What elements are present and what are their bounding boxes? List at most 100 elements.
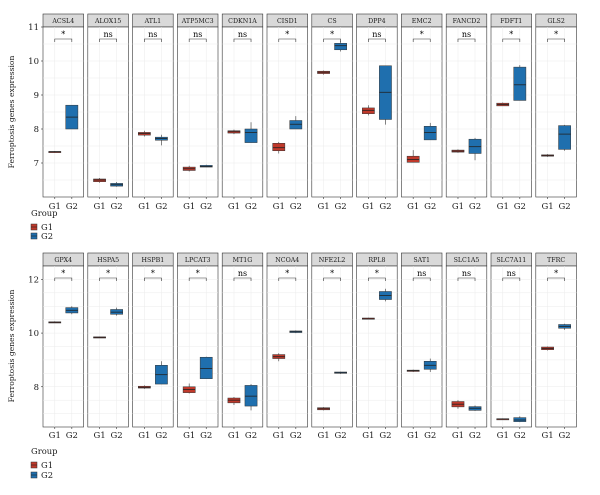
x-tick-label: G2 [335,202,347,212]
significance-bracket [368,277,386,281]
panel-alox15: ALOX15 ns G1 G2 [87,13,129,212]
panel-dpp4: DPP4 ns G1 G2 [356,13,398,212]
box-g2 [244,128,258,143]
strip-label: RPL8 [368,257,385,264]
x-tick-label: G2 [469,431,481,441]
x-tick-label: G1 [93,202,105,212]
panel-hspa5: HSPA5 * G1 G2 [87,252,129,441]
significance-label: * [375,269,379,278]
significance-bracket [412,277,431,281]
significance-bracket [278,38,297,42]
x-tick-label: G2 [155,202,167,212]
y-tick-label: 10 [28,57,39,67]
significance-label: ns [148,30,157,39]
legend-label-g2: G2 [41,470,53,480]
box-g2 [513,417,527,422]
strip-label: MT1G [233,257,253,264]
strip-label: LPCAT3 [185,257,211,264]
panel-ncoa4: NCOA4 * G1 G2 [266,252,308,441]
x-tick-label: G2 [66,431,78,441]
panel-slc1a5: SLC1A5 ns G1 G2 [445,252,488,441]
x-tick-label: G2 [111,431,123,441]
legend-title: Group [31,208,58,218]
significance-bracket [502,277,521,281]
significance-bracket [188,38,207,42]
significance-bracket [99,277,117,281]
x-tick-label: G1 [228,431,240,441]
y-tick-label: 7 [34,159,39,169]
panel-slc7a11: SLC7A11 ns G1 G2 [490,252,532,441]
strip-label: HSPA5 [97,257,119,264]
box-g2 [244,385,258,407]
x-tick-label: G2 [559,431,571,441]
significance-label: * [61,269,65,278]
y-tick-label: 11 [28,23,39,33]
panel-fdft1: FDFT1 * G1 G2 [490,13,532,212]
significance-label: ns [372,30,381,39]
strip-label: NCOA4 [275,257,299,264]
significance-label: * [196,269,200,278]
strip-label: TFRC [547,257,565,264]
y-axis-title: Ferroptosis genes expression [7,55,16,168]
x-tick-label: G2 [66,202,78,212]
panel-rpl8: RPL8 * G1 G2 [356,252,398,441]
x-tick-label: G1 [497,202,509,212]
strip-label: SAT1 [413,257,430,264]
x-tick-label: G1 [452,202,464,212]
x-tick-label: G2 [200,202,212,212]
significance-bracket [457,38,476,42]
significance-label: ns [238,269,247,278]
strip-label: ATP5MC3 [181,18,214,25]
panel-mt1g: MT1G ns G1 G2 [221,252,264,441]
legend-label-g1: G1 [41,222,53,232]
strip-label: NFE2L2 [319,257,346,264]
x-tick-label: G1 [273,202,285,212]
x-tick-label: G1 [362,431,374,441]
significance-bracket [368,38,386,42]
significance-label: ns [417,269,426,278]
box-g2 [334,43,347,51]
significance-bracket [323,277,341,281]
significance-bracket [188,277,207,281]
panel-lpcat3: LPCAT3 * G1 G2 [177,252,219,441]
legend-title: Group [31,446,58,456]
x-tick-label: G1 [541,431,553,441]
significance-bracket [99,38,117,42]
strip-label: FDFT1 [500,18,522,25]
x-tick-label: G1 [497,431,509,441]
x-tick-label: G2 [335,431,347,441]
significance-bracket [144,38,162,42]
strip-label: CS [328,18,337,25]
strip-label: SLC7A11 [496,257,526,264]
strip-label: GPX4 [54,257,72,264]
y-tick-label: 9 [34,91,39,101]
significance-bracket [502,38,521,42]
significance-bracket [323,38,341,42]
significance-bracket [233,277,252,281]
x-tick-label: G2 [424,431,436,441]
x-tick-label: G1 [183,202,195,212]
significance-label: ns [507,269,516,278]
y-tick-label: 8 [34,383,39,393]
x-tick-label: G1 [317,431,329,441]
x-tick-label: G2 [245,431,257,441]
x-tick-label: G1 [138,202,150,212]
x-tick-label: G2 [245,202,257,212]
significance-bracket [54,277,73,281]
x-tick-label: G1 [228,202,240,212]
x-tick-label: G2 [514,202,526,212]
significance-bracket [457,277,476,281]
significance-label: * [330,30,334,39]
x-tick-label: G2 [290,431,302,441]
box-g2 [199,356,213,379]
legend-label-g1: G1 [41,460,53,470]
strip-label: CISD1 [277,18,298,25]
significance-label: ns [238,30,247,39]
significance-bracket [547,38,565,42]
significance-label: * [285,30,289,39]
panel-gpx4: GPX4 * G1 G2 [42,252,84,441]
facet-row-1: Ferroptosis genes expression 7891011ACSL4… [7,13,577,241]
x-tick-label: G1 [138,431,150,441]
